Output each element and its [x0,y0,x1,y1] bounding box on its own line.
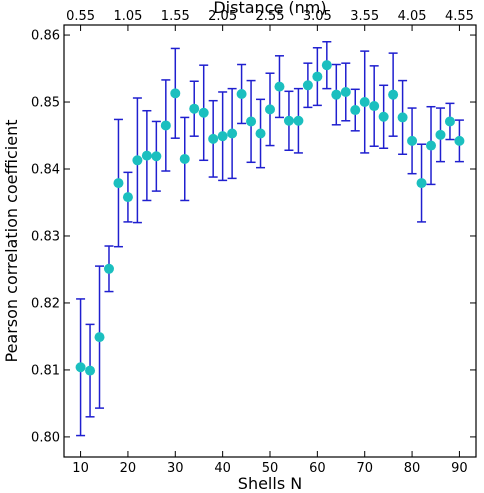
data-point [179,153,190,164]
x-tick-label: 60 [309,461,326,476]
data-point [85,365,96,376]
data-point [369,101,380,112]
data-point [75,362,86,373]
data-point [321,60,332,71]
data-point [189,103,200,114]
data-point [151,151,162,162]
data-point [302,80,313,91]
top-x-tick-label: 4.55 [445,9,474,24]
data-point [331,89,342,100]
data-point [122,192,133,203]
data-point [426,140,437,151]
x-tick-label: 80 [404,461,421,476]
x-tick-label: 30 [167,461,184,476]
top-x-tick-label: 3.55 [350,9,379,24]
top-x-tick-label: 0.55 [66,9,95,24]
data-point [416,178,427,189]
data-point [388,89,399,100]
x-tick-label: 90 [451,461,468,476]
ticks: 10 20 30 40 50 60 70 80 90 0.55 1.05 1.55 2.05 2.55 3.… [31,9,476,476]
data-point [255,128,266,139]
x-tick-label: 70 [356,461,373,476]
data-point [274,81,285,92]
data-point [283,115,294,126]
data-point [132,155,143,166]
data-point [293,115,304,126]
data-marks [75,40,465,437]
top-x-tick-label: 1.05 [113,9,142,24]
data-point [170,88,181,99]
data-point [103,263,114,274]
data-point [227,128,238,139]
data-point [265,104,275,115]
data-point [454,135,465,146]
top-x-tick-label: 1.55 [161,9,190,24]
data-point [160,120,171,131]
data-point [378,111,389,122]
y-tick-label: 0.84 [31,163,60,178]
data-point [94,332,105,343]
y-tick-label: 0.80 [31,430,60,445]
top-axis-title: Distance (nm) [213,0,326,17]
top-x-tick-label: 4.05 [398,9,427,24]
data-point [359,97,370,108]
y-tick-label: 0.82 [31,296,60,311]
data-point [350,105,361,116]
data-point [141,150,152,161]
data-point [198,107,209,118]
data-point [113,178,124,189]
x-tick-label: 50 [262,461,279,476]
y-axis-title: Pearson correlation coefficient [2,120,21,363]
top-x-tick-label: 2.55 [256,9,285,24]
top-x-tick-label: 2.05 [208,9,237,24]
x-axis-title: Shells N [238,474,302,493]
data-point [208,133,219,144]
x-tick-label: 10 [72,461,89,476]
y-tick-label: 0.81 [31,363,60,378]
data-point [312,71,323,82]
data-point [236,88,247,99]
top-x-tick-label: 3.05 [303,9,332,24]
data-point [340,86,351,97]
y-tick-label: 0.85 [31,96,60,111]
x-tick-label: 40 [214,461,231,476]
y-tick-label: 0.86 [31,29,60,44]
data-point [435,129,446,140]
y-tick-label: 0.83 [31,229,60,244]
x-tick-label: 20 [120,461,137,476]
data-point [407,135,418,146]
data-point [397,112,408,123]
data-point [217,131,228,142]
data-point [444,116,455,127]
data-point [246,116,257,127]
